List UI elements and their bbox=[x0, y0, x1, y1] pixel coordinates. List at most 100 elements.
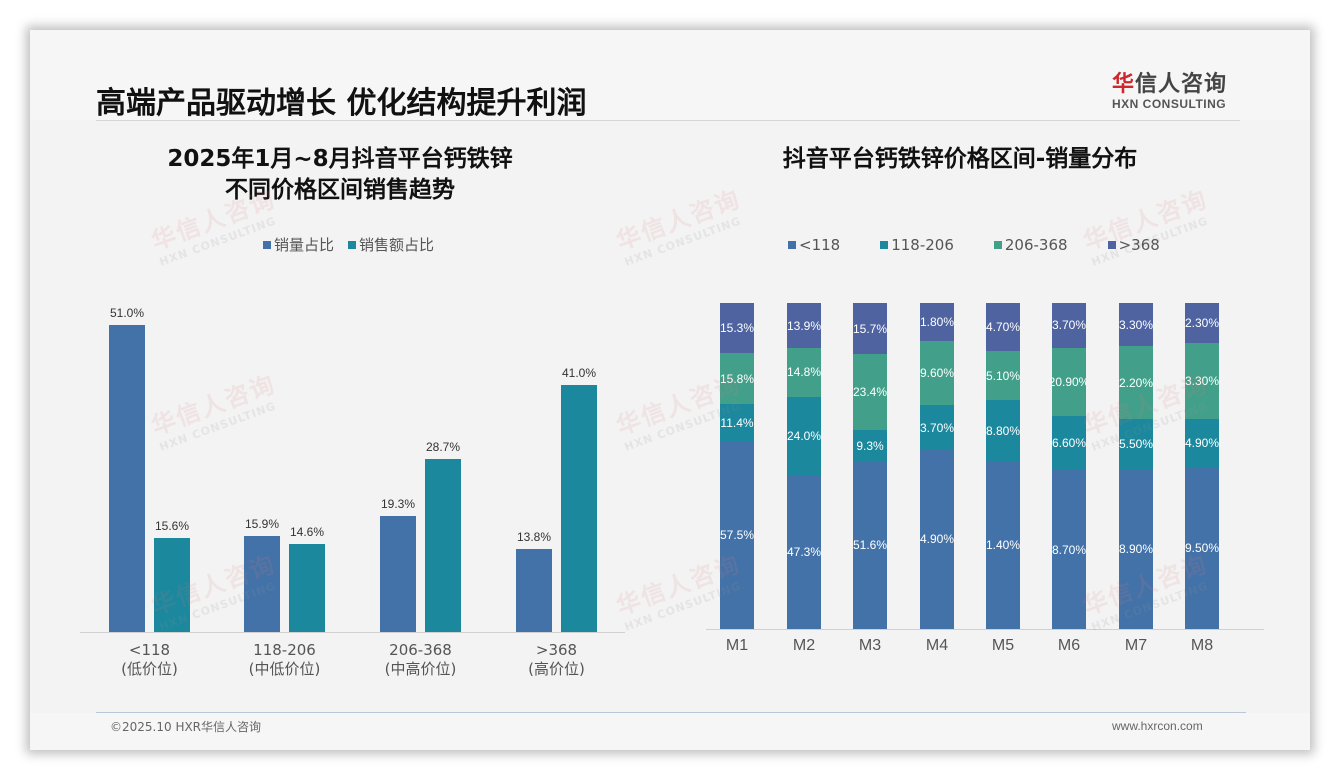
footer-divider bbox=[96, 712, 1246, 713]
right-chart-title: 抖音平台钙铁锌价格区间-销量分布 bbox=[782, 146, 1138, 172]
segment: 3.30% bbox=[1185, 343, 1219, 420]
segment: 8.80% bbox=[986, 400, 1020, 462]
segment: 23.4% bbox=[853, 354, 887, 431]
x-axis-category-label: 118-206 (中低价位) bbox=[248, 641, 321, 678]
logo-cn-mark: 华 bbox=[1112, 72, 1136, 97]
segment: 3.70% bbox=[1052, 303, 1086, 348]
left-chart-x-axis bbox=[80, 632, 625, 633]
bar-volume bbox=[516, 548, 552, 632]
footer-website[interactable]: www.hxrcon.com bbox=[1112, 719, 1203, 733]
left-chart-title-line2: 不同价格区间销售趋势 bbox=[225, 177, 455, 203]
header-band bbox=[30, 30, 1310, 120]
segment: 15.8% bbox=[720, 352, 754, 405]
legend-swatch-icon bbox=[1107, 241, 1116, 249]
footer-copyright: ©2025.10 HXR华信人咨询 bbox=[110, 720, 262, 734]
segment: 2.30% bbox=[1185, 303, 1219, 344]
bar-value-label: 15.6% bbox=[154, 519, 190, 534]
legend-label: 销售额占比 bbox=[359, 236, 435, 254]
segment: 11.4% bbox=[720, 404, 754, 442]
page-title: 高端产品驱动增长 优化结构提升利润 bbox=[96, 86, 587, 121]
segment: 13.9% bbox=[787, 303, 821, 349]
bar-value-label: 13.8% bbox=[516, 529, 552, 544]
left-chart-legend: 销量占比 销售额占比 bbox=[263, 234, 434, 255]
legend-label: >368 bbox=[1118, 236, 1160, 254]
stacked-bar-M8: 2.30% 3.30% 4.90% 9.50% bbox=[1185, 303, 1219, 629]
segment: 1.80% bbox=[920, 303, 954, 342]
legend-item: 206-368 bbox=[993, 236, 1068, 254]
segment: 4.90% bbox=[920, 450, 954, 629]
bar-value-label: 41.0% bbox=[561, 366, 597, 381]
stacked-bar-M3: 15.7% 23.4% 9.3% 51.6% bbox=[853, 303, 887, 629]
logo-cn-text: 信人咨询 bbox=[1135, 72, 1228, 97]
bar-value-label: 28.7% bbox=[425, 440, 461, 455]
stacked-bar-M1: 15.3% 15.8% 11.4% 57.5% bbox=[720, 303, 754, 629]
legend-item-sales: 销售额占比 bbox=[348, 234, 434, 255]
segment: 6.60% bbox=[1052, 415, 1086, 471]
bar-sales bbox=[561, 385, 597, 632]
segment: 15.7% bbox=[853, 303, 887, 355]
right-chart-legend: <118 118-206 206-368 >368 bbox=[788, 236, 1160, 254]
bar-sales bbox=[154, 538, 190, 632]
stacked-bar-M4: 1.80% 9.60% 3.70% 4.90% bbox=[920, 303, 954, 629]
logo-en: HXN CONSULTING bbox=[1112, 97, 1227, 111]
legend-item: <118 bbox=[788, 236, 840, 254]
segment: 14.8% bbox=[787, 348, 821, 397]
x-axis-month-label: M8 bbox=[1190, 637, 1214, 654]
logo: 华信人咨询 HXN CONSULTING bbox=[1112, 66, 1227, 111]
x-axis-month-label: M2 bbox=[792, 637, 816, 654]
title-divider bbox=[96, 120, 1240, 121]
segment: 24.0% bbox=[787, 396, 821, 475]
slide: 高端产品驱动增长 优化结构提升利润 华信人咨询 HXN CONSULTING 2… bbox=[30, 30, 1310, 750]
stacked-bar-M7: 3.30% 2.20% 5.50% 8.90% bbox=[1119, 303, 1153, 629]
bar-value-label: 19.3% bbox=[380, 496, 416, 511]
bar-value-label: 51.0% bbox=[109, 305, 145, 320]
bar-sales bbox=[425, 459, 461, 632]
stacked-bar-M2: 13.9% 14.8% 24.0% 47.3% bbox=[787, 303, 821, 629]
segment: 8.90% bbox=[1119, 469, 1153, 629]
x-axis-month-label: M4 bbox=[925, 637, 949, 654]
segment: 9.3% bbox=[853, 430, 887, 461]
segment: 4.90% bbox=[1185, 419, 1219, 468]
segment: 47.3% bbox=[787, 474, 821, 629]
legend-swatch-icon bbox=[263, 240, 271, 249]
segment: 2.20% bbox=[1119, 346, 1153, 419]
left-chart-title: 2025年1月~8月抖音平台钙铁锌 不同价格区间销售趋势 bbox=[120, 144, 560, 206]
segment: 9.60% bbox=[920, 341, 954, 406]
x-axis-month-label: M6 bbox=[1057, 637, 1081, 654]
legend-swatch-icon bbox=[348, 240, 357, 249]
segment: 4.70% bbox=[986, 303, 1020, 351]
legend-label: <118 bbox=[799, 236, 841, 254]
legend-label: 206-368 bbox=[1004, 236, 1068, 254]
legend-swatch-icon bbox=[880, 241, 889, 249]
bar-value-label: 14.6% bbox=[289, 525, 325, 540]
segment: 51.6% bbox=[853, 460, 887, 629]
bar-sales bbox=[289, 544, 325, 632]
logo-cn: 华信人咨询 bbox=[1112, 66, 1227, 98]
footer-band bbox=[30, 713, 1310, 750]
segment: 1.40% bbox=[986, 461, 1020, 629]
bar-volume bbox=[109, 324, 145, 632]
right-chart-x-axis bbox=[706, 629, 1264, 630]
x-axis-month-label: M1 bbox=[725, 637, 749, 654]
bar-volume bbox=[244, 536, 280, 632]
x-axis-month-label: M5 bbox=[991, 637, 1015, 654]
segment: 9.50% bbox=[1185, 467, 1219, 629]
stacked-bar-M5: 4.70% 5.10% 8.80% 1.40% bbox=[986, 303, 1020, 629]
legend-swatch-icon bbox=[993, 241, 1002, 249]
x-axis-category-label: 206-368 (中高价位) bbox=[384, 641, 457, 678]
segment: 20.90% bbox=[1052, 347, 1086, 416]
legend-item-volume: 销量占比 bbox=[263, 234, 334, 255]
segment: 5.50% bbox=[1119, 418, 1153, 470]
stacked-bar-M6: 3.70%20.90%6.60%8.70% bbox=[1052, 303, 1086, 629]
bar-value-label: 15.9% bbox=[244, 517, 280, 532]
segment: 5.10% bbox=[986, 350, 1020, 401]
segment: 3.30% bbox=[1119, 303, 1153, 347]
segment: 3.70% bbox=[920, 405, 954, 450]
x-axis-month-label: M3 bbox=[858, 637, 882, 654]
legend-swatch-icon bbox=[788, 241, 796, 249]
segment: 15.3% bbox=[720, 303, 754, 353]
segment: 8.70% bbox=[1052, 470, 1086, 629]
